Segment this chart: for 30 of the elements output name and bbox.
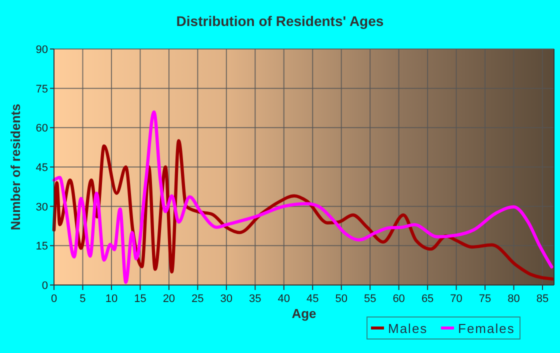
x-tick-label: 60 — [392, 293, 405, 305]
legend-label: Males — [388, 321, 428, 336]
y-tick-label: 30 — [36, 201, 48, 214]
x-tick-label: 35 — [249, 293, 262, 305]
y-tick-label: 45 — [36, 162, 48, 174]
y-axis-title: Number of residents — [8, 104, 23, 230]
x-tick-label: 15 — [134, 293, 146, 305]
x-tick-label: 30 — [220, 293, 233, 305]
x-tick-label: 80 — [508, 293, 520, 305]
x-tick-label: 20 — [162, 293, 176, 305]
x-tick-label: 45 — [306, 293, 319, 305]
x-tick-label: 10 — [105, 293, 118, 305]
y-tick-label: 15 — [36, 240, 48, 253]
x-tick-label: 0 — [50, 293, 58, 305]
y-tick-label: 75 — [36, 83, 48, 96]
x-tick-label: 85 — [536, 293, 549, 305]
x-tick-label: 50 — [335, 293, 348, 305]
legend-label: Females — [458, 321, 515, 336]
y-tick-label: 90 — [36, 44, 48, 56]
x-tick-label: 40 — [278, 293, 290, 305]
x-tick-label: 5 — [80, 293, 86, 305]
x-tick-label: 75 — [478, 293, 492, 305]
x-tick-label: 70 — [450, 293, 462, 305]
x-tick-label: 25 — [192, 293, 204, 305]
x-tick-label: 65 — [421, 293, 434, 305]
x-tick-label: 55 — [364, 293, 376, 305]
x-axis-title: Age — [292, 306, 316, 321]
y-tick-label: 0 — [42, 280, 48, 292]
y-tick-label: 60 — [36, 122, 48, 135]
chart-title: Distribution of Residents' Ages — [176, 13, 384, 29]
